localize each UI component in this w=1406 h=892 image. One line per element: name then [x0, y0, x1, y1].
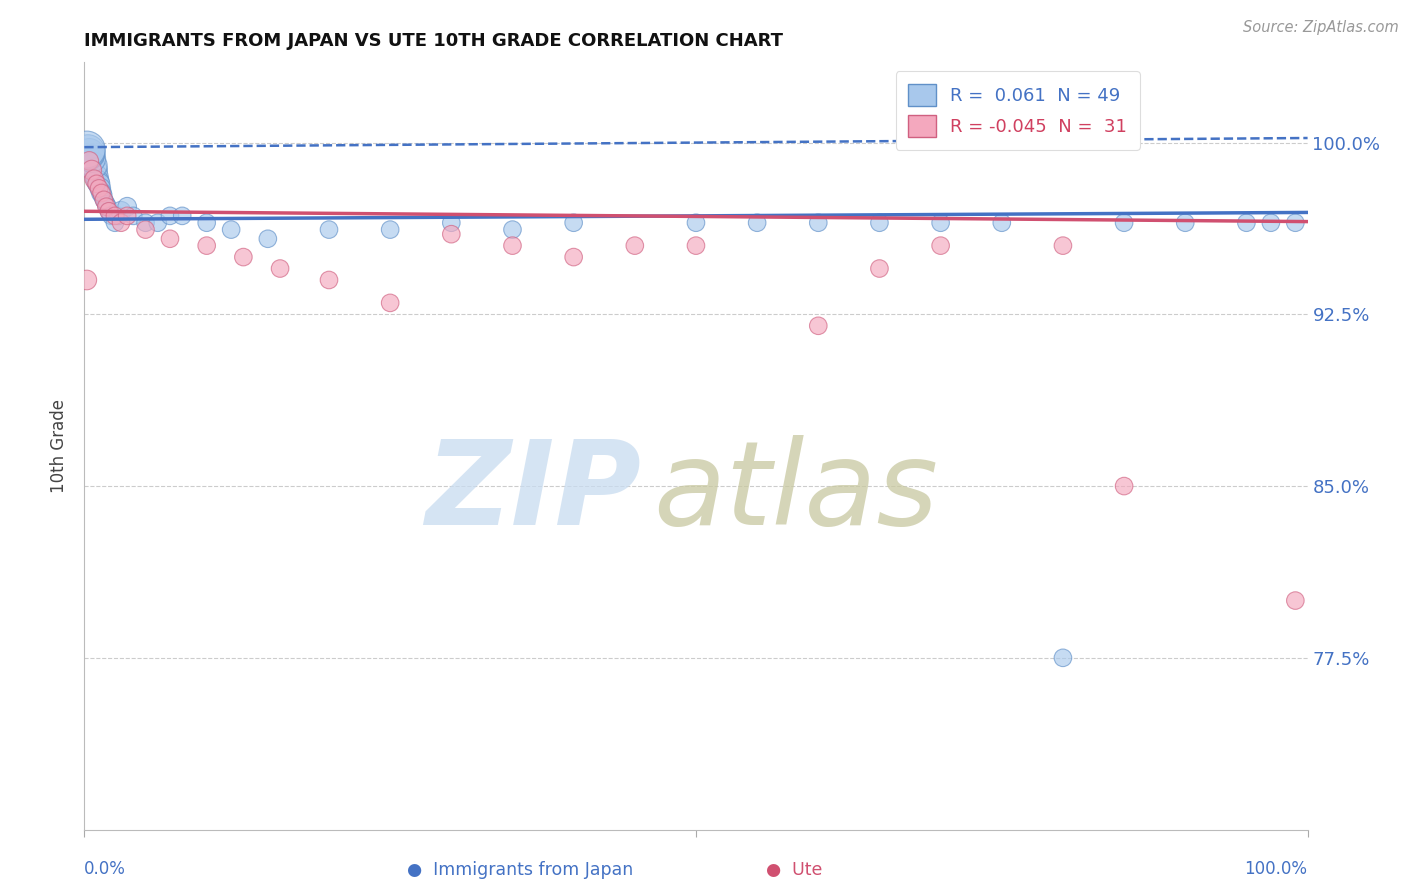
- Point: [807, 318, 830, 333]
- Text: ●  Immigrants from Japan: ● Immigrants from Japan: [408, 861, 633, 879]
- Point: [440, 216, 463, 230]
- Point: [110, 204, 132, 219]
- Point: [115, 209, 138, 223]
- Point: [96, 200, 118, 214]
- Text: atlas: atlas: [654, 435, 938, 549]
- Point: [84, 163, 107, 178]
- Point: [90, 186, 112, 200]
- Point: [135, 216, 157, 230]
- Point: [80, 152, 103, 166]
- Point: [104, 216, 127, 230]
- Text: 100.0%: 100.0%: [1244, 860, 1308, 878]
- Point: [1284, 593, 1306, 607]
- Point: [318, 222, 340, 236]
- Point: [104, 209, 127, 223]
- Point: [94, 195, 117, 210]
- Point: [86, 169, 108, 184]
- Point: [1052, 650, 1074, 665]
- Point: [195, 216, 218, 230]
- Text: Source: ZipAtlas.com: Source: ZipAtlas.com: [1243, 20, 1399, 35]
- Point: [440, 227, 463, 242]
- Point: [1114, 479, 1136, 493]
- Point: [107, 209, 129, 223]
- Point: [1052, 238, 1074, 252]
- Point: [1114, 216, 1136, 230]
- Point: [87, 174, 110, 188]
- Point: [685, 238, 707, 252]
- Point: [502, 238, 524, 252]
- Point: [929, 216, 952, 230]
- Point: [83, 172, 105, 186]
- Point: [380, 222, 402, 236]
- Point: [219, 222, 242, 236]
- Point: [807, 216, 830, 230]
- Point: [97, 204, 120, 219]
- Point: [685, 216, 707, 230]
- Y-axis label: 10th Grade: 10th Grade: [51, 399, 69, 493]
- Point: [90, 186, 112, 200]
- Point: [100, 209, 122, 223]
- Point: [77, 145, 100, 159]
- Point: [96, 197, 118, 211]
- Point: [76, 143, 98, 157]
- Point: [257, 232, 280, 246]
- Point: [318, 273, 340, 287]
- Point: [80, 163, 103, 178]
- Text: ZIP: ZIP: [425, 434, 641, 549]
- Point: [159, 232, 181, 246]
- Text: 0.0%: 0.0%: [84, 860, 127, 878]
- Point: [232, 250, 254, 264]
- Point: [172, 209, 194, 223]
- Text: IMMIGRANTS FROM JAPAN VS UTE 10TH GRADE CORRELATION CHART: IMMIGRANTS FROM JAPAN VS UTE 10TH GRADE …: [84, 32, 783, 50]
- Point: [93, 193, 115, 207]
- Point: [83, 159, 105, 173]
- Point: [135, 222, 157, 236]
- Point: [624, 238, 647, 252]
- Point: [159, 209, 181, 223]
- Point: [146, 216, 169, 230]
- Point: [562, 216, 585, 230]
- Point: [747, 216, 769, 230]
- Point: [87, 177, 110, 191]
- Text: ●  Ute: ● Ute: [766, 861, 823, 879]
- Point: [991, 216, 1014, 230]
- Point: [195, 238, 218, 252]
- Point: [93, 193, 115, 207]
- Point: [1236, 216, 1258, 230]
- Point: [97, 204, 120, 219]
- Point: [79, 149, 101, 163]
- Point: [82, 156, 104, 170]
- Point: [122, 209, 145, 223]
- Point: [77, 153, 100, 168]
- Point: [869, 216, 891, 230]
- Point: [86, 177, 108, 191]
- Point: [115, 200, 138, 214]
- Point: [91, 188, 114, 202]
- Point: [77, 147, 100, 161]
- Point: [869, 261, 891, 276]
- Point: [929, 238, 952, 252]
- Point: [97, 200, 120, 214]
- Point: [1260, 216, 1282, 230]
- Point: [562, 250, 585, 264]
- Point: [1174, 216, 1197, 230]
- Point: [380, 296, 402, 310]
- Point: [110, 216, 132, 230]
- Point: [87, 181, 110, 195]
- Point: [269, 261, 291, 276]
- Legend: R =  0.061  N = 49, R = -0.045  N =  31: R = 0.061 N = 49, R = -0.045 N = 31: [896, 71, 1139, 150]
- Point: [89, 181, 111, 195]
- Point: [502, 222, 524, 236]
- Point: [76, 273, 98, 287]
- Point: [1284, 216, 1306, 230]
